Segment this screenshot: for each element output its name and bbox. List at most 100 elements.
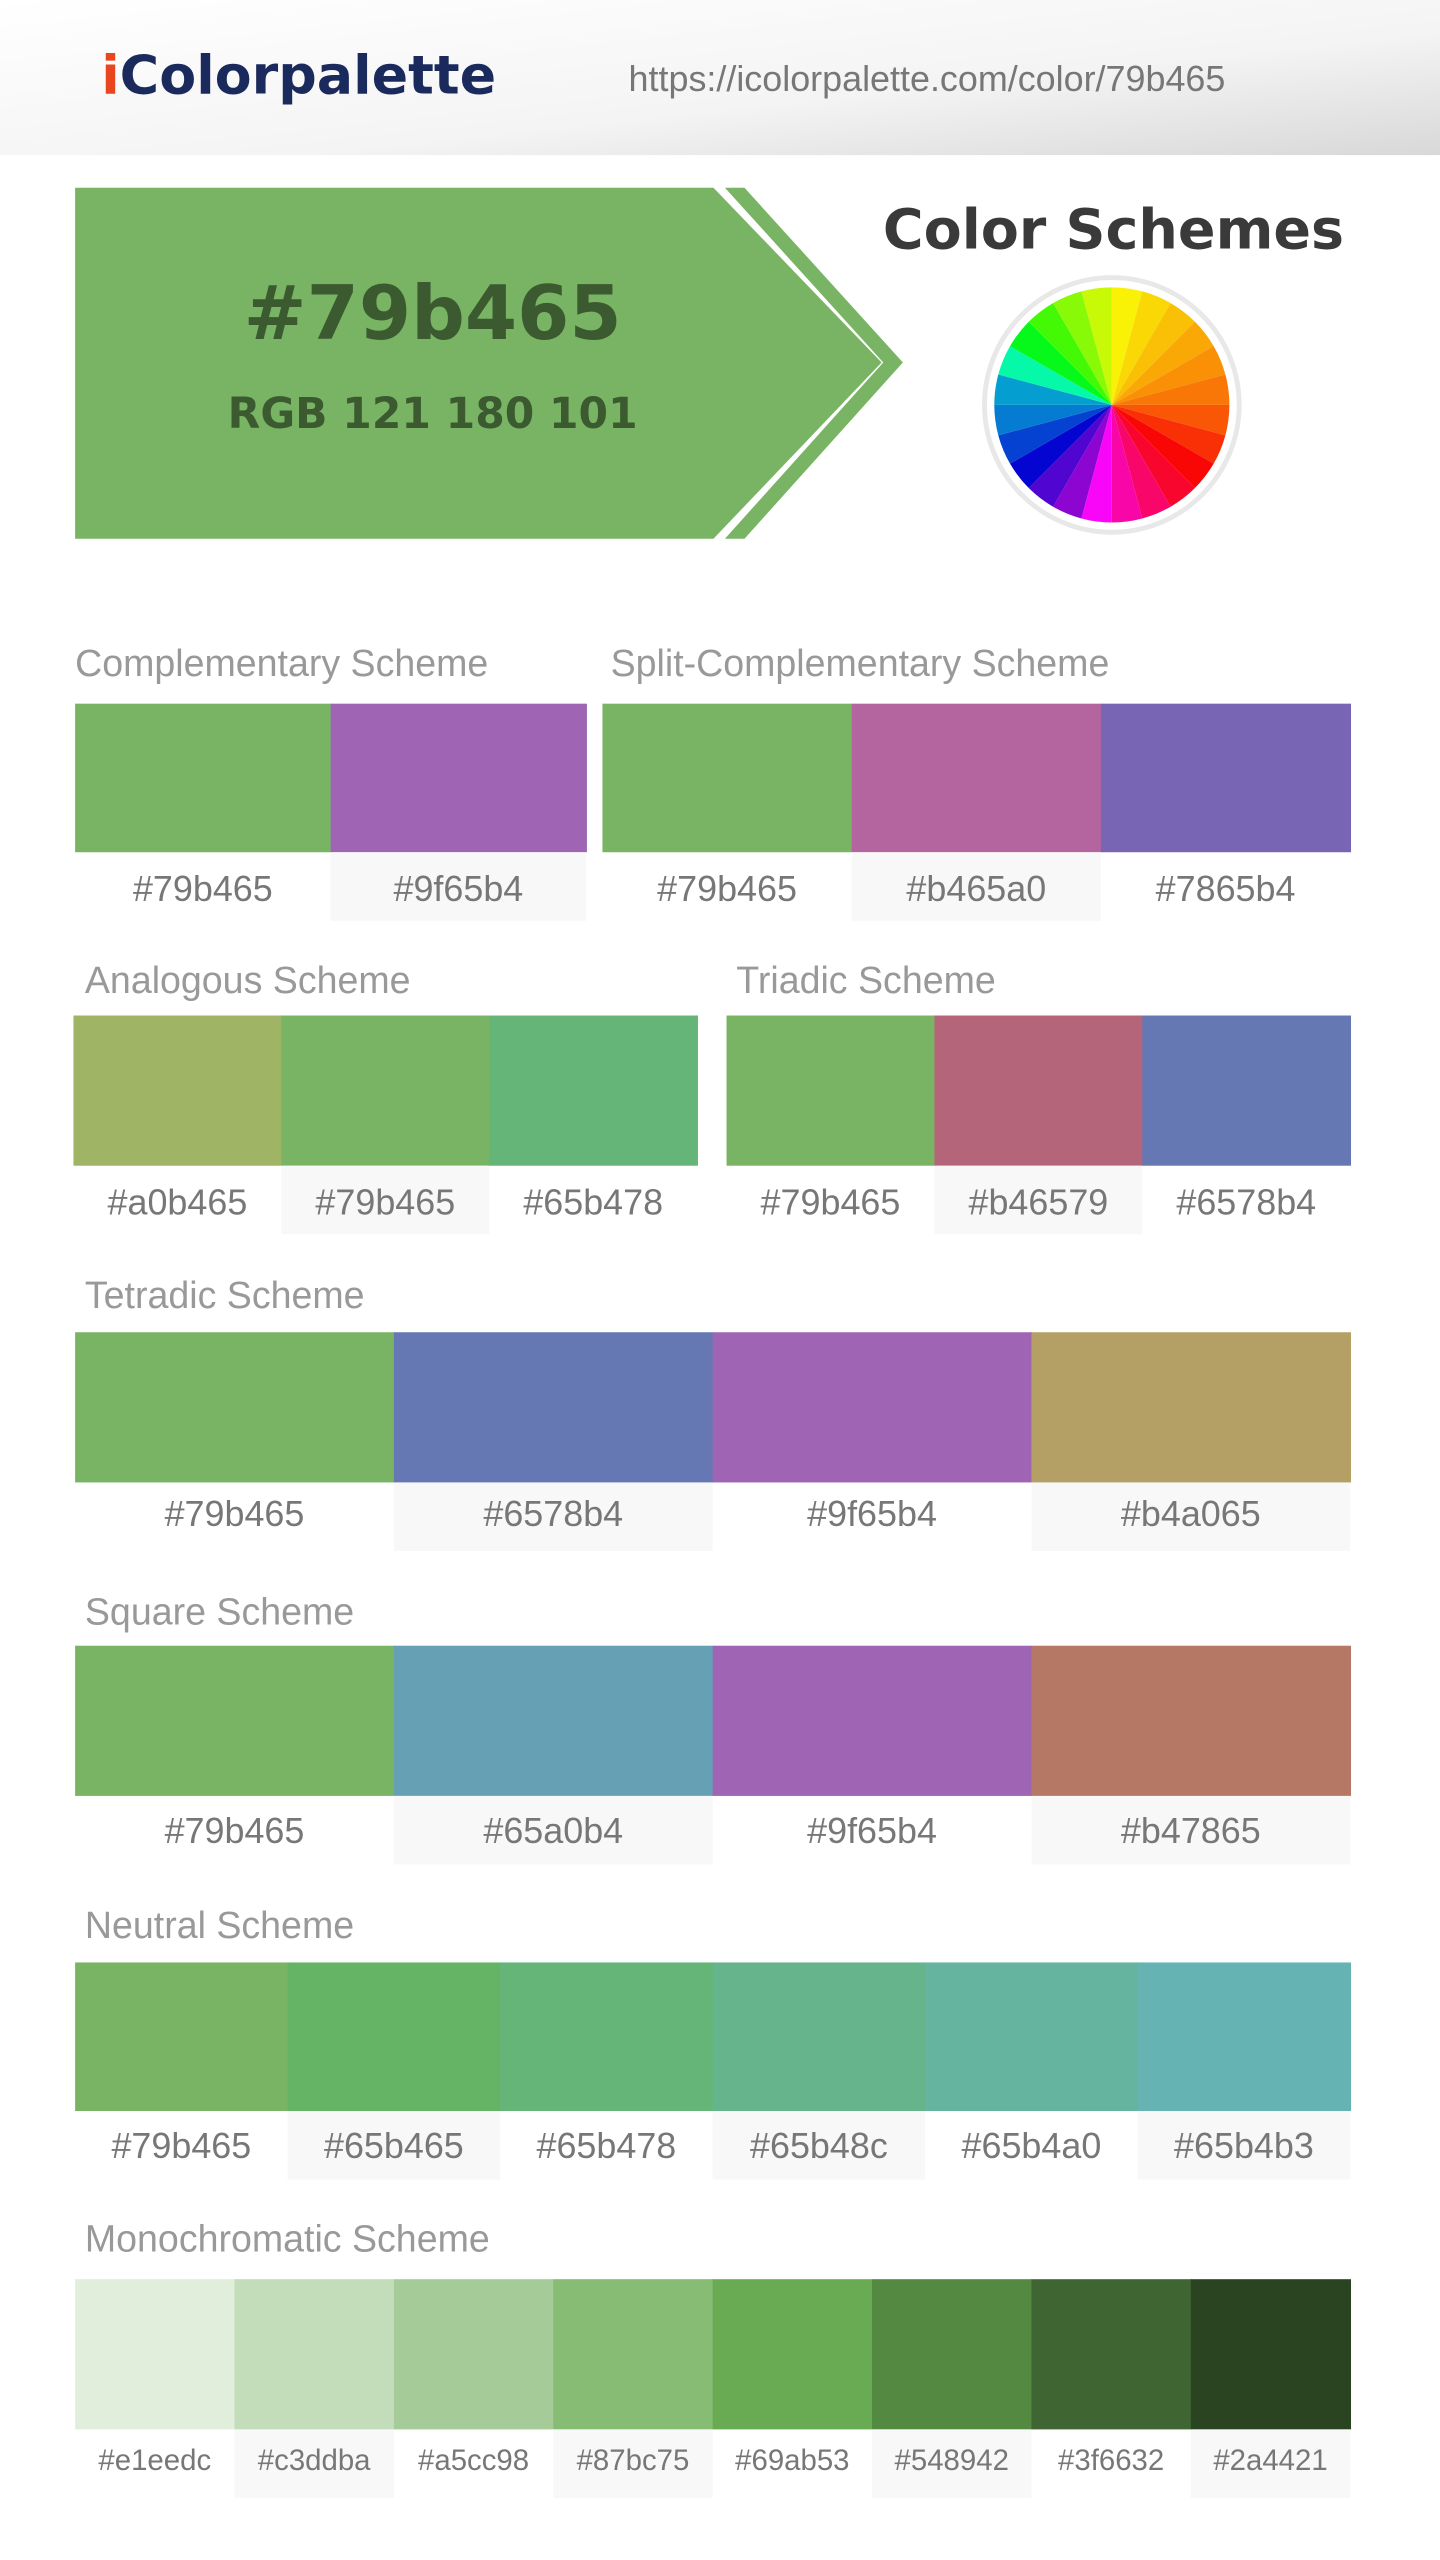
color-label: #b465a0 [906, 868, 1046, 909]
wheel-slice [1111, 404, 1195, 507]
color-label: #79b465 [111, 2125, 251, 2166]
logo[interactable]: iColorpalette [101, 43, 496, 106]
label-bg [281, 1165, 490, 1235]
color-swatch [934, 1015, 1144, 1166]
wheel-slice [1081, 404, 1112, 523]
color-swatch [393, 1645, 714, 1796]
color-label: #7865b4 [1156, 868, 1296, 909]
label-bg [851, 852, 1101, 921]
color-swatch [602, 703, 853, 853]
color-label: #65b465 [324, 2125, 464, 2166]
scheme-title: Complementary Scheme [75, 642, 488, 684]
color-wheel [994, 287, 1230, 523]
hero-rgb: RGB 121 180 101 [228, 390, 638, 439]
color-swatch [75, 1332, 395, 1483]
wheel-slice [1111, 374, 1230, 405]
wheel-slice [1111, 321, 1214, 405]
color-swatch [712, 2279, 873, 2430]
color-label: #9f65b4 [807, 1493, 937, 1534]
color-swatch [234, 2279, 395, 2430]
wheel-slice [1111, 404, 1171, 519]
color-swatch [75, 1645, 395, 1796]
scheme-title: Analogous Scheme [85, 959, 411, 1001]
wheel-slice [1111, 303, 1195, 405]
scheme-title: Square Scheme [85, 1591, 354, 1633]
hero-title: Color Schemes [883, 198, 1344, 263]
scheme-title: Neutral Scheme [85, 1904, 354, 1946]
color-swatch [393, 2279, 555, 2430]
color-swatch [489, 1015, 698, 1166]
scheme-title: Split-Complementary Scheme [611, 642, 1110, 684]
color-swatch [553, 2279, 714, 2430]
wheel-slice [1028, 404, 1112, 507]
scheme-title: Triadic Scheme [736, 959, 995, 1001]
color-swatch [75, 703, 332, 853]
color-label: #79b465 [133, 868, 273, 909]
color-swatch [1031, 1332, 1352, 1483]
color-swatch [1137, 1962, 1352, 2112]
color-swatch [500, 1962, 714, 2112]
label-bg [1031, 1482, 1351, 1552]
color-swatch [393, 1332, 714, 1483]
header-bg [0, 0, 1440, 156]
color-swatch [287, 1962, 501, 2112]
color-label: #b47865 [1121, 1810, 1261, 1851]
wheel-slice [1111, 404, 1143, 523]
scheme-title: Tetradic Scheme [85, 1274, 365, 1316]
color-label: #87bc75 [577, 2444, 690, 2477]
label-bg [1190, 2429, 1351, 2498]
color-label: #a5cc98 [418, 2444, 529, 2477]
label-bg [393, 1482, 713, 1552]
wheel-slice [998, 404, 1112, 464]
wheel-slice [998, 346, 1112, 405]
wheel-slice [1111, 287, 1143, 405]
color-label: #e1eedc [98, 2444, 211, 2477]
color-label: #65b478 [523, 1181, 663, 1222]
color-swatch [75, 1962, 289, 2112]
label-bg [393, 1795, 713, 1865]
color-label: #b46579 [968, 1181, 1108, 1222]
color-label: #69ab53 [735, 2444, 849, 2477]
wheel-slice [1111, 291, 1171, 405]
label-bg [934, 1165, 1143, 1235]
color-label: #6578b4 [1176, 1181, 1316, 1222]
schemes: Complementary Scheme #79b465 #9f65b4 Split-… [73, 642, 1352, 2498]
wheel-slice [1053, 404, 1112, 519]
wheel-slice [1111, 404, 1226, 464]
color-label: #9f65b4 [807, 1810, 937, 1851]
label-bg [234, 2429, 394, 2498]
logo-prefix: i [101, 43, 119, 106]
color-label: #65b4a0 [962, 2125, 1102, 2166]
color-swatch [712, 1962, 926, 2112]
url[interactable]: https://icolorpalette.com/color/79b465 [629, 58, 1226, 99]
wheel-slice [1028, 303, 1112, 405]
color-label: #79b465 [657, 868, 797, 909]
color-swatch [712, 1332, 1033, 1483]
wheel-slice [1111, 404, 1214, 489]
color-swatch [1031, 1645, 1352, 1796]
wheel-slice [1010, 321, 1112, 405]
label-bg [553, 2429, 713, 2498]
color-label: #3f6632 [1058, 2444, 1164, 2477]
color-swatch [872, 2279, 1033, 2430]
label-bg [287, 2111, 501, 2180]
wheel-slice [1010, 404, 1112, 489]
color-swatch [330, 703, 587, 853]
wheel-slice [1053, 291, 1112, 405]
label-bg [1137, 2111, 1351, 2180]
color-label: #a0b465 [108, 1181, 248, 1222]
hero-hex: #79b465 [244, 269, 622, 357]
color-swatch [1142, 1015, 1352, 1166]
color-swatch [281, 1015, 491, 1166]
color-label: #79b465 [165, 1810, 305, 1851]
wheel-slice [994, 374, 1112, 405]
color-swatch [851, 703, 1102, 853]
color-label: #79b465 [315, 1181, 455, 1222]
color-label: #65b478 [536, 2125, 676, 2166]
wheel-slice [994, 404, 1112, 436]
color-label: #79b465 [165, 1493, 305, 1534]
scheme-title: Monochromatic Scheme [85, 2218, 490, 2260]
wheel-slice [1111, 404, 1230, 436]
